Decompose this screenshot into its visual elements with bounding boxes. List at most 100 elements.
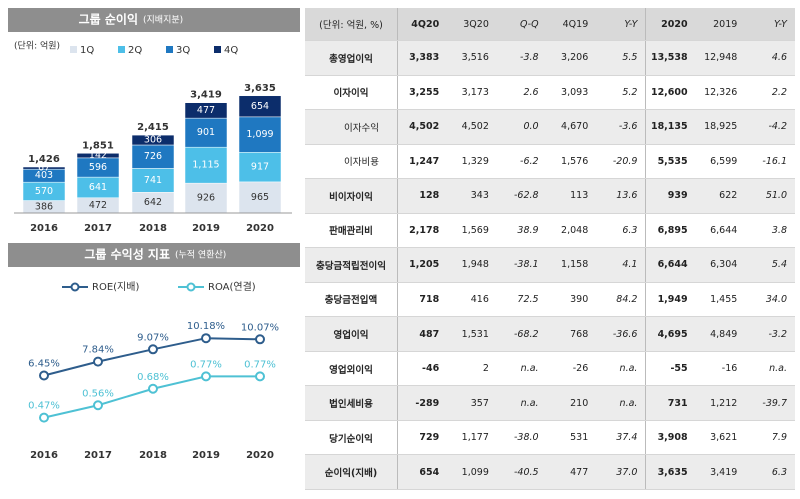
row-label: 충당금전입액 [305, 282, 398, 318]
table-cell: -4.2 [745, 109, 795, 145]
table-cell: -38.1 [496, 247, 547, 283]
table-cell: 731 [645, 385, 696, 421]
chart-subtitle: (지배지분) [143, 15, 183, 26]
value-label: 477 [197, 105, 215, 116]
table-cell: 622 [695, 178, 746, 214]
value-label: 641 [89, 182, 107, 193]
data-table: (단위: 억원, %) 4Q20 3Q20 Q-Q 4Q19 Y-Y 2020 2019 Y-Y… [305, 8, 795, 490]
table-cell: 5.2 [596, 75, 646, 111]
table-cell: -39.7 [745, 385, 795, 421]
row-label: 판매관리비 [305, 213, 398, 249]
table-cell: 38.9 [496, 213, 547, 249]
total-label: 3,635 [244, 83, 276, 94]
table-cell: 12,600 [645, 75, 696, 111]
legend-swatch [214, 46, 221, 53]
legend-marker [70, 282, 80, 292]
column-header: Q-Q [496, 8, 547, 41]
table-row: 이자수익 4,502 4,502 0.0 4,670 -3.6 18,135 18,925 -4… [305, 109, 795, 145]
value-label: 67 [38, 163, 50, 174]
point [39, 370, 49, 381]
row-label: 비이자이익 [305, 178, 398, 214]
table-row: 비이자이익 128 343 -62.8 113 13.6 939 622 51.0 [305, 178, 795, 214]
column-header: (단위: 억원, %) [305, 8, 398, 41]
column-header: Y-Y [596, 8, 646, 41]
x-tick-label: 2020 [246, 223, 274, 234]
table-cell: 939 [645, 178, 696, 214]
legend-label: ROA(연결) [208, 281, 256, 293]
row-label: 충당금적립전이익 [305, 247, 398, 283]
table-cell: 18,925 [695, 109, 746, 145]
column-header: 2020 [645, 8, 696, 41]
table-cell: 1,329 [447, 144, 497, 180]
value-label: 0.68% [137, 372, 169, 383]
bar-segment [131, 134, 175, 146]
table-cell: -16.1 [745, 144, 795, 180]
table-row: 이자비용 1,247 1,329 -6.2 1,576 -20.9 5,535 6,599 -1… [305, 144, 795, 180]
table-cell: 1,531 [447, 316, 497, 352]
row-label: 영업이익 [305, 316, 398, 352]
row-label: 영업외이익 [305, 351, 398, 387]
table-cell: -16 [695, 351, 746, 387]
table-row: 당기순이익 729 1,177 -38.0 531 37.4 3,908 3,621 7.9 [305, 420, 795, 456]
table-cell: 4.6 [745, 40, 795, 76]
table-cell: 6.3 [596, 213, 646, 249]
value-label: 6.45% [28, 359, 60, 370]
table-cell: 390 [546, 282, 597, 318]
table-cell: 3,255 [397, 75, 448, 111]
table-cell: 1,247 [397, 144, 448, 180]
value-label: 0.77% [190, 359, 222, 370]
value-label: 1,115 [192, 160, 219, 171]
point [39, 412, 49, 423]
table-cell: 2 [447, 351, 497, 387]
point [201, 333, 211, 344]
bar-segment [238, 181, 282, 214]
table-cell: 768 [546, 316, 597, 352]
table-cell: 3,093 [546, 75, 597, 111]
bar-segment [238, 95, 282, 118]
value-label: 10.07% [241, 322, 279, 333]
value-label: 642 [144, 197, 162, 208]
table-cell: -40.5 [496, 454, 547, 490]
table-cell: 6,644 [695, 213, 746, 249]
bar-segment [238, 116, 282, 153]
bar-segment [184, 182, 228, 214]
table-cell: 3,383 [397, 40, 448, 76]
value-label: 306 [144, 135, 162, 146]
table-row: 판매관리비 2,178 1,569 38.9 2,048 6.3 6,895 6,644 3.8 [305, 213, 795, 249]
table-cell: 5,535 [645, 144, 696, 180]
table-row: 법인세비용 -289 357 n.a. 210 n.a. 731 1,212 -39.7 [305, 385, 795, 421]
x-tick-label: 2016 [30, 450, 58, 461]
table-cell: 2,048 [546, 213, 597, 249]
legend-swatch [166, 46, 173, 53]
legend-label: ROE(지배) [92, 281, 139, 293]
table-cell: 1,569 [447, 213, 497, 249]
table-cell: 5.4 [745, 247, 795, 283]
table-cell: 3,908 [645, 420, 696, 456]
point [148, 383, 158, 394]
table-cell: -26 [546, 351, 597, 387]
table-cell: 4,849 [695, 316, 746, 352]
x-tick-label: 2017 [84, 223, 112, 234]
table-cell: -38.0 [496, 420, 547, 456]
total-label: 3,419 [190, 90, 222, 101]
column-header: 4Q20 [397, 8, 448, 41]
table-cell: 4,670 [546, 109, 597, 145]
table-cell: 1,576 [546, 144, 597, 180]
table-row: 영업외이익 -46 2 n.a. -26 n.a. -55 -16 n.a. [305, 351, 795, 387]
x-tick-label: 2016 [30, 223, 58, 234]
value-label: 901 [197, 127, 215, 138]
column-header: 4Q19 [546, 8, 597, 41]
table-cell: 2.2 [745, 75, 795, 111]
table-cell: -62.8 [496, 178, 547, 214]
value-label: 403 [35, 170, 53, 181]
table-row: 충당금적립전이익 1,205 1,948 -38.1 1,158 4.1 6,644 6,30… [305, 247, 795, 283]
x-tick-label: 2018 [139, 223, 167, 234]
title-bar [8, 243, 300, 267]
table-cell: 34.0 [745, 282, 795, 318]
value-label: 1,099 [246, 129, 273, 140]
table-cell: 4,502 [397, 109, 448, 145]
value-label: 570 [35, 186, 53, 197]
table-cell: 12,948 [695, 40, 746, 76]
row-label: 총영업이익 [305, 40, 398, 76]
